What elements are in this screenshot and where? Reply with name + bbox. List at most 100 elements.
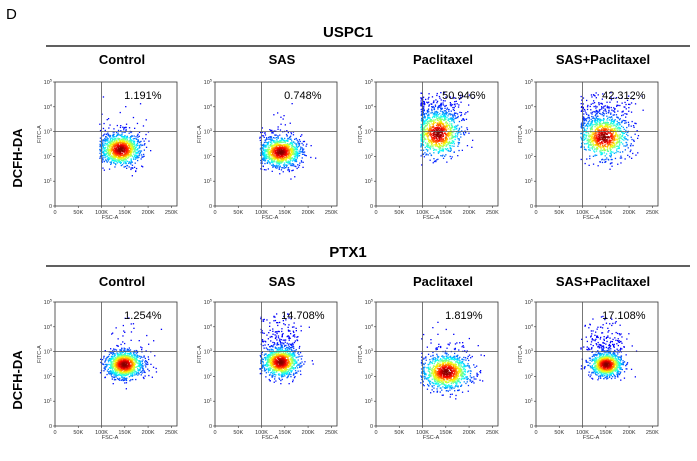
event-point [434,138,436,140]
event-point [110,358,112,360]
event-point [277,157,279,159]
event-point [263,158,266,160]
event-point [441,110,443,113]
event-point [449,104,452,106]
y-tick-label: 105 [525,78,534,87]
event-point [610,96,612,98]
event-point [134,158,137,160]
event-point [129,148,132,150]
event-point [104,368,106,370]
event-point [609,117,612,119]
event-point [151,376,153,378]
event-point [137,136,139,138]
event-point [104,150,106,152]
event-point [121,376,123,378]
event-point [268,155,271,157]
event-point [422,129,425,131]
event-point [113,372,115,374]
event-point [451,113,453,115]
event-point [595,125,597,127]
event-point [594,123,596,126]
event-point [153,340,155,342]
event-point [614,119,616,121]
event-point [580,158,582,161]
event-point [310,145,312,147]
event-point [449,137,451,139]
event-point [451,137,454,139]
event-point [137,364,140,366]
event-point [421,92,423,94]
event-point [285,160,287,162]
event-point [113,155,115,157]
event-point [131,155,134,157]
event-point [612,129,615,132]
event-point [593,146,595,148]
event-point [452,97,454,99]
event-point [630,149,632,151]
event-point [281,160,283,162]
event-point [285,155,288,157]
event-point [597,111,599,113]
event-point [289,157,291,159]
event-point [108,359,110,361]
x-tick-label: 100K [95,210,108,216]
event-point [109,143,112,145]
event-point [622,119,624,122]
event-point [603,110,605,112]
event-point [636,130,638,132]
event-point [130,142,133,145]
event-point [602,139,604,141]
event-point [130,161,133,163]
event-point [442,157,445,159]
event-point [264,146,266,148]
event-point [444,133,447,135]
event-point [101,155,104,157]
event-point [275,148,277,150]
event-point [613,127,615,130]
event-point [262,158,264,160]
event-point [447,141,449,143]
y-axis-label: FITC-A [518,125,524,143]
event-point [122,140,124,143]
event-point [610,122,612,124]
event-point [603,125,605,127]
event-point [125,106,127,108]
event-point [112,139,114,141]
y-tick-label: 0 [49,204,52,210]
event-point [279,142,281,144]
event-point [286,140,288,142]
event-point [420,98,422,100]
event-point [627,147,629,149]
event-point [133,148,135,150]
event-point [281,149,283,151]
event-point [439,146,441,148]
event-point [432,105,434,108]
event-point [441,146,443,148]
event-point [111,150,113,152]
event-point [605,125,607,128]
event-point [285,133,288,136]
event-point [601,159,603,161]
event-point [108,371,110,373]
event-point [618,147,620,150]
event-point [262,148,264,151]
event-point [301,134,303,136]
event-point [266,146,268,148]
event-point [586,123,588,126]
event-point [454,133,457,135]
event-point [268,136,270,139]
event-point [137,367,139,370]
event-point [420,146,422,148]
event-point [428,113,430,115]
event-point [287,148,289,150]
event-point [126,155,128,157]
event-point [432,144,434,146]
event-point [445,149,448,151]
event-point [442,124,444,126]
event-point [130,351,132,353]
event-point [594,121,596,124]
event-point [429,130,431,132]
event-point [134,359,136,362]
event-point [137,372,139,374]
event-point [272,152,275,154]
